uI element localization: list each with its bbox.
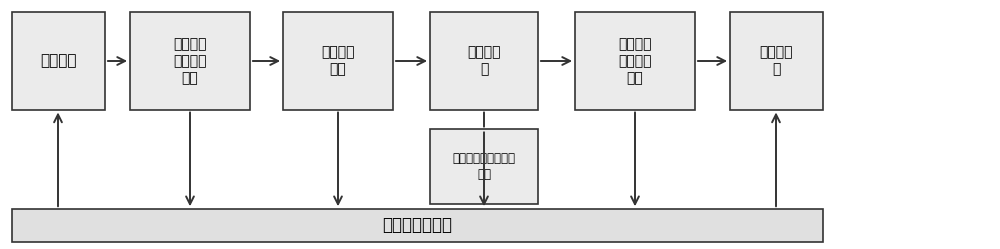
Text: 振动、噪音及温度传
感器: 振动、噪音及温度传 感器 xyxy=(452,152,516,181)
Text: 工业控制计算机: 工业控制计算机 xyxy=(383,216,453,234)
Text: 伺服电机: 伺服电机 xyxy=(40,54,77,68)
Text: 被测减速
器: 被测减速 器 xyxy=(467,45,501,77)
FancyBboxPatch shape xyxy=(12,12,105,110)
FancyBboxPatch shape xyxy=(12,209,823,242)
FancyBboxPatch shape xyxy=(430,12,538,110)
Text: 输入端转
矩转速传
感器: 输入端转 矩转速传 感器 xyxy=(173,37,207,85)
FancyBboxPatch shape xyxy=(283,12,393,110)
FancyBboxPatch shape xyxy=(730,12,823,110)
FancyBboxPatch shape xyxy=(430,129,538,204)
Text: 高精度编
码器: 高精度编 码器 xyxy=(321,45,355,77)
Text: 磁粉制动
器: 磁粉制动 器 xyxy=(760,45,793,77)
FancyBboxPatch shape xyxy=(130,12,250,110)
FancyBboxPatch shape xyxy=(575,12,695,110)
Text: 输出端转
矩转速传
感器: 输出端转 矩转速传 感器 xyxy=(618,37,652,85)
